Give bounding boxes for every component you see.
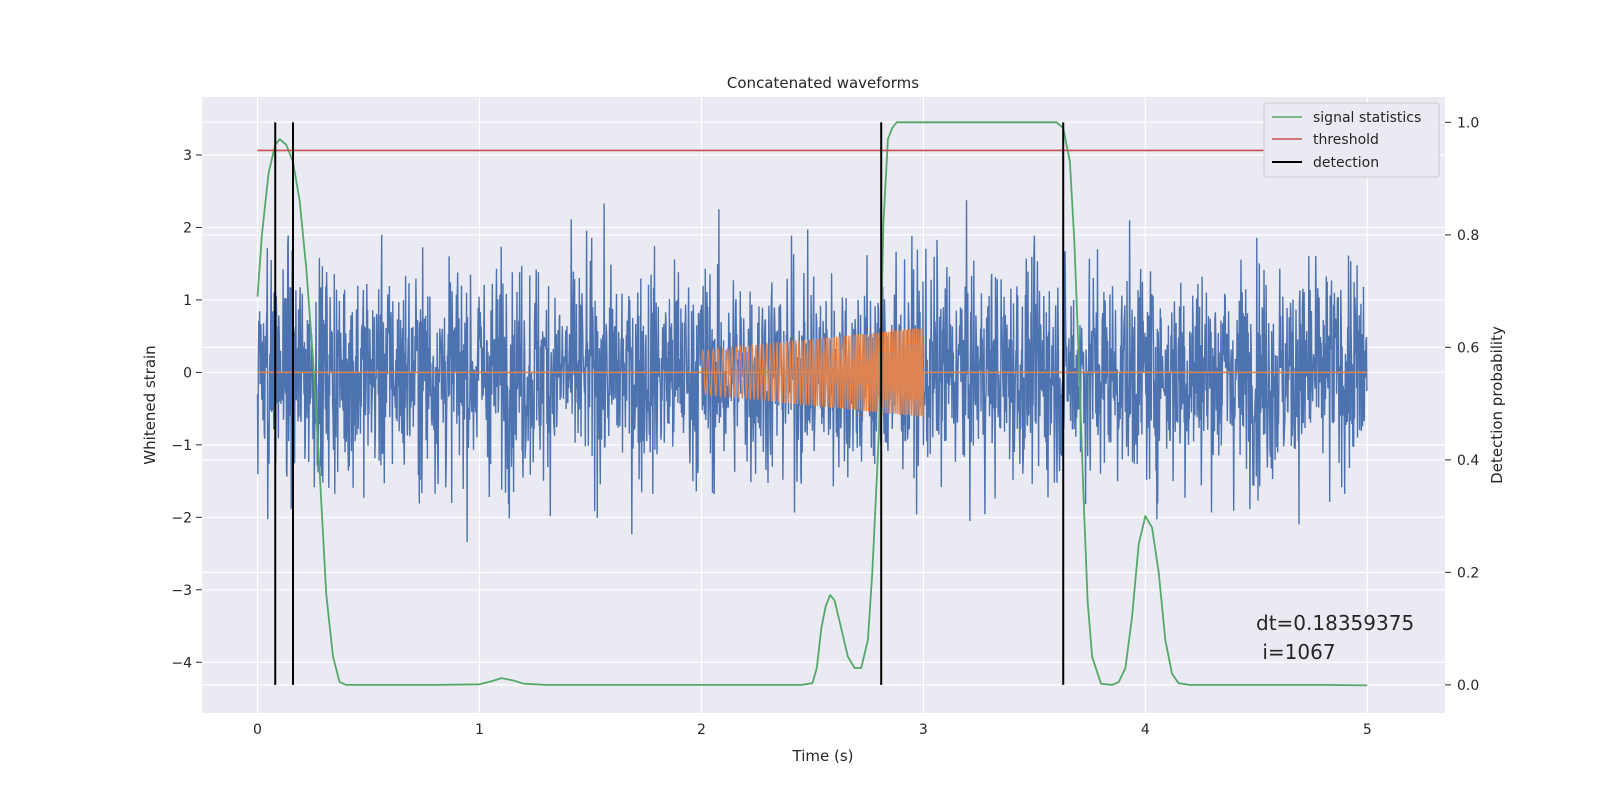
y-tick-label: −4 — [171, 655, 192, 671]
legend: signal statistics threshold detection — [1263, 102, 1440, 178]
y-right-tick-label: 0.0 — [1457, 678, 1479, 694]
legend-label-statistic: signal statistics — [1313, 110, 1421, 126]
y-tick-label: 3 — [183, 148, 192, 164]
y-right-tick-label: 0.4 — [1457, 453, 1479, 469]
legend-box — [1263, 102, 1440, 178]
x-axis-label: Time (s) — [792, 747, 854, 765]
y-tick-label: 1 — [183, 293, 192, 309]
x-tick-label: 1 — [475, 722, 484, 738]
x-tick-label: 2 — [697, 722, 706, 738]
y-axis-label: Whitened strain — [141, 345, 159, 464]
y-tick-label: −3 — [171, 583, 192, 599]
y-tick-label: 0 — [183, 365, 192, 381]
chirp-line — [700, 327, 924, 418]
annotation-dt: dt=0.18359375 — [1256, 611, 1414, 635]
x-tick-label: 5 — [1363, 722, 1372, 738]
noise-series — [256, 200, 1368, 543]
x-tick-label: 0 — [253, 722, 262, 738]
y-right-tick-label: 0.2 — [1457, 565, 1479, 581]
noise-line — [256, 200, 1368, 543]
annotation: dt=0.18359375 i=1067 — [1256, 611, 1414, 664]
tick-layer: 0 1 2 3 4 5 3 2 1 0 −1 −2 −3 −4 1.0 0.8 0.6 0.4 0.2 0.0 — [171, 115, 1479, 738]
y-tick-label: −1 — [171, 438, 192, 454]
annotation-i: i=1067 — [1256, 640, 1336, 664]
y-right-tick-label: 0.6 — [1457, 340, 1479, 356]
x-tick-label: 4 — [1141, 722, 1150, 738]
chirp-series — [257, 327, 1368, 418]
right-axis-series — [256, 121, 1368, 687]
y-tick-label: −2 — [171, 510, 192, 526]
y-tick-label: 2 — [183, 220, 192, 236]
y-right-tick-label: 1.0 — [1457, 115, 1479, 131]
y-right-axis-label: Detection probability — [1488, 326, 1506, 484]
legend-label-detection: detection — [1313, 155, 1379, 171]
y-right-tick-label: 0.8 — [1457, 228, 1479, 244]
signal-statistics-line — [256, 121, 1368, 687]
x-tick-label: 3 — [919, 722, 928, 738]
legend-label-threshold: threshold — [1313, 132, 1379, 148]
chart-title: Concatenated waveforms — [727, 74, 919, 92]
